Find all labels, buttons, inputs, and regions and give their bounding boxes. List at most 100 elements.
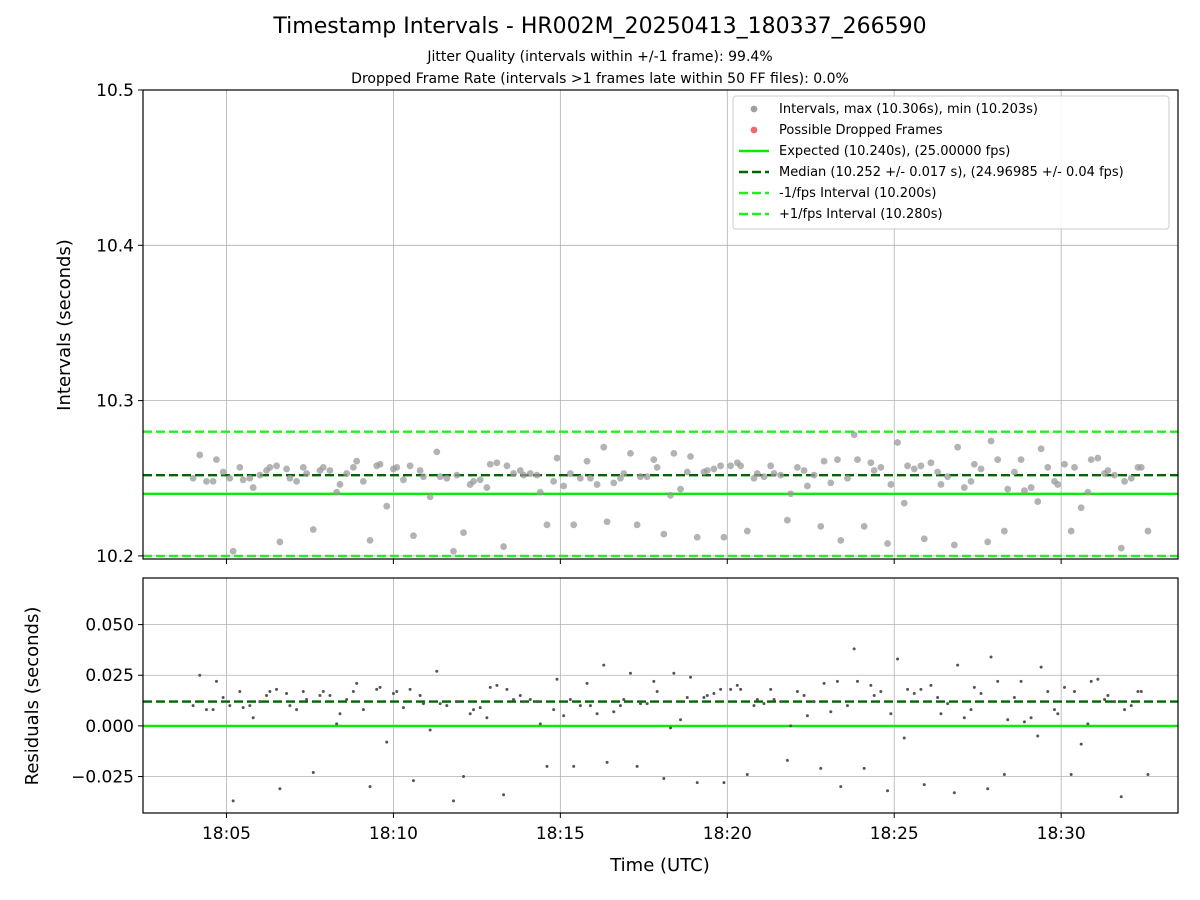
residual-point (729, 687, 733, 691)
residual-point (1103, 698, 1107, 702)
interval-point (753, 470, 761, 477)
interval-point (276, 538, 284, 546)
interval-point (637, 473, 644, 481)
legend-minus-label: -1/fps Interval (10.200s) (779, 186, 936, 201)
interval-point (987, 437, 995, 445)
interval-point (576, 474, 584, 482)
residual-point (1119, 795, 1123, 799)
interval-point (660, 530, 668, 538)
interval-point (520, 471, 528, 479)
interval-point (353, 457, 361, 465)
residual-point (214, 679, 218, 683)
interval-point (810, 471, 818, 479)
interval-points (189, 0, 1168, 555)
interval-point (643, 473, 651, 481)
interval-point (293, 477, 300, 485)
interval-point (900, 499, 908, 507)
residual-point (946, 702, 950, 706)
interval-point (844, 474, 851, 482)
residual-point (1156, 0, 1159, 2)
interval-point (884, 540, 891, 547)
interval-point (1000, 527, 1008, 535)
top-y-axis-label: Intervals (seconds) (54, 239, 75, 411)
interval-point (994, 456, 1002, 464)
interval-point (650, 456, 658, 464)
legend-box (732, 95, 1170, 230)
residual-point (321, 689, 325, 693)
residual-point (805, 714, 809, 718)
interval-point (854, 456, 861, 464)
residual-point (1006, 718, 1010, 722)
interval-point (917, 462, 925, 470)
interval-point (670, 449, 678, 457)
residual-point (258, 700, 262, 704)
interval-point (333, 488, 341, 496)
residual-point (802, 694, 806, 697)
interval-point (954, 443, 962, 451)
interval-point (483, 484, 491, 491)
residual-point (198, 673, 202, 677)
residual-point (1163, 0, 1166, 2)
residual-point (478, 706, 482, 710)
residual-point (555, 677, 559, 681)
interval-point (677, 485, 684, 493)
residual-point (221, 696, 225, 700)
interval-point (600, 443, 608, 451)
interval-point (586, 474, 594, 482)
interval-point (683, 468, 691, 476)
interval-point (887, 481, 895, 488)
residual-point (1096, 677, 1100, 681)
residual-point (735, 683, 739, 687)
x-tick-label: 18:25 (870, 824, 919, 844)
residual-point (248, 704, 252, 708)
residual-point (204, 708, 208, 712)
interval-point (1017, 456, 1025, 464)
residual-point (445, 704, 449, 708)
residual-point (962, 716, 966, 720)
residual-point (602, 663, 606, 667)
residual-point (605, 760, 609, 764)
residual-point (345, 698, 349, 702)
interval-point (850, 431, 858, 439)
residual-point (251, 716, 255, 720)
interval-point (460, 529, 467, 536)
residual-point (395, 689, 399, 693)
interval-point (703, 467, 711, 474)
residual-point (502, 793, 506, 797)
interval-point (593, 481, 601, 488)
interval-point (804, 482, 811, 490)
residual-point (889, 712, 893, 716)
residual-point (635, 764, 639, 768)
residual-point (712, 691, 716, 695)
residual-point (1170, 0, 1173, 2)
residual-point (1153, 0, 1156, 2)
residual-point (812, 700, 816, 704)
residual-point (939, 712, 943, 716)
residual-point (538, 722, 542, 726)
residual-point (512, 698, 516, 702)
interval-point (1161, 0, 1168, 3)
interval-point (950, 541, 958, 549)
interval-point (620, 470, 628, 477)
interval-point (410, 532, 417, 540)
residual-point (912, 691, 916, 695)
legend: Intervals, max (10.306s), min (10.203s) … (732, 95, 1170, 230)
interval-point (400, 476, 407, 484)
interval-point (817, 522, 825, 530)
residual-point (585, 681, 589, 685)
residual-point (1069, 773, 1073, 777)
residual-point (595, 712, 599, 716)
interval-point (767, 462, 775, 470)
residual-point (952, 791, 956, 795)
interval-point (256, 471, 264, 479)
residual-point (238, 689, 242, 693)
residual-point (472, 708, 476, 712)
residual-point (739, 687, 743, 691)
residual-point (385, 740, 389, 744)
interval-point (977, 465, 985, 473)
interval-point (944, 473, 952, 481)
interval-point (189, 474, 197, 482)
interval-point (436, 473, 444, 481)
interval-point (904, 462, 911, 470)
